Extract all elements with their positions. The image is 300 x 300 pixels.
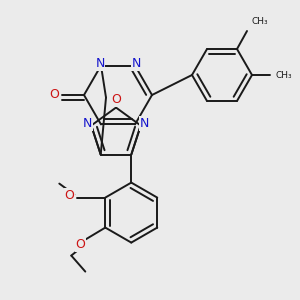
Text: O: O xyxy=(64,189,74,202)
Text: N: N xyxy=(82,117,92,130)
Text: N: N xyxy=(131,57,141,70)
Text: CH₃: CH₃ xyxy=(275,70,292,80)
Text: O: O xyxy=(49,88,59,101)
Text: CH₃: CH₃ xyxy=(252,17,268,26)
Text: N: N xyxy=(95,57,105,70)
Text: O: O xyxy=(111,93,121,106)
Text: N: N xyxy=(140,117,149,130)
Text: O: O xyxy=(75,238,85,251)
